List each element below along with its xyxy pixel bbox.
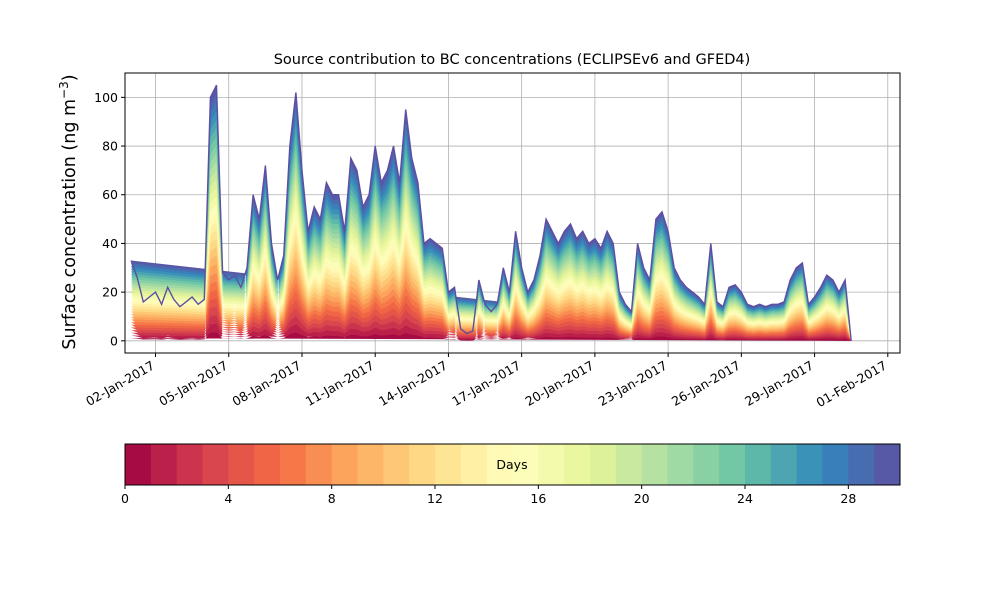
colorbar-tick-label-1: 4 — [224, 491, 232, 506]
colorbar-bin-11 — [409, 444, 436, 485]
colorbar-bin-5 — [254, 444, 281, 485]
total-outline — [130, 84, 852, 341]
colorbar-bin-20 — [641, 444, 668, 485]
stacked-areas — [131, 85, 852, 341]
colorbar-bin-14 — [486, 444, 513, 485]
colorbar-bin-16 — [538, 444, 565, 485]
colorbar-bin-18 — [590, 444, 617, 485]
colorbar-bin-10 — [383, 444, 410, 485]
colorbar-bin-2 — [176, 444, 203, 485]
colorbar-bin-21 — [667, 444, 694, 485]
y-axis-ticks: 0 20 40 60 80 100 — [94, 90, 125, 348]
colorbar-bin-13 — [460, 444, 488, 485]
y-axis-label-suffix: ) — [60, 74, 80, 81]
area-band-day-0 — [131, 332, 852, 341]
y-tick-label-2: 40 — [102, 236, 118, 251]
y-tick-label-1: 20 — [102, 285, 118, 300]
chart-title: Source contribution to BC concentrations… — [274, 52, 751, 68]
x-tick-label-7: 23-Jan-2017 — [596, 358, 670, 409]
x-tick-label-2: 08-Jan-2017 — [230, 358, 304, 409]
y-axis-label: Surface concentration (ng m−3) — [57, 74, 80, 349]
y-axis-label-text: Surface concentration (ng m — [60, 99, 80, 350]
colorbar-bin-3 — [202, 444, 229, 485]
x-tick-label-1: 05-Jan-2017 — [156, 358, 230, 409]
x-tick-label-0: 02-Jan-2017 — [83, 358, 157, 409]
colorbar-bin-25 — [770, 444, 798, 485]
colorbar-frame — [124, 443, 901, 486]
x-axis-ticks: 02-Jan-2017 05-Jan-2017 08-Jan-2017 11-Jan-… — [83, 353, 889, 410]
colorbar-bin-26 — [796, 444, 823, 485]
y-tick-label-4: 80 — [102, 139, 118, 154]
colorbar-bin-15 — [512, 444, 539, 485]
area-band-day-1 — [131, 323, 852, 341]
colorbar: Days 0 4 8 12 16 20 24 28 — [121, 443, 901, 506]
y-axis-label-exponent: −3 — [57, 81, 71, 99]
colorbar-tick-label-6: 24 — [737, 491, 753, 506]
colorbar-bin-6 — [280, 444, 307, 485]
colorbar-tick-label-4: 16 — [530, 491, 546, 506]
plot-frame — [124, 72, 901, 354]
colorbar-tick-label-0: 0 — [121, 491, 129, 506]
colorbar-bin-0 — [125, 444, 152, 485]
total-line — [130, 84, 852, 341]
colorbar-bin-12 — [435, 444, 462, 485]
x-tick-label-6: 20-Jan-2017 — [522, 358, 596, 409]
x-tick-label-8: 26-Jan-2017 — [669, 358, 743, 409]
colorbar-label: Days — [496, 457, 527, 472]
x-tick-label-5: 17-Jan-2017 — [449, 358, 523, 409]
y-tick-label-0: 0 — [110, 333, 118, 348]
colorbar-bin-4 — [228, 444, 255, 485]
x-tick-label-9: 29-Jan-2017 — [742, 358, 816, 409]
colorbar-bins — [125, 444, 901, 485]
y-tick-label-3: 60 — [102, 187, 118, 202]
colorbar-bin-28 — [848, 444, 875, 485]
colorbar-bin-29 — [874, 444, 901, 485]
colorbar-bin-24 — [745, 444, 772, 485]
colorbar-bin-17 — [564, 444, 591, 485]
colorbar-bin-22 — [693, 444, 720, 485]
x-tick-label-4: 14-Jan-2017 — [376, 358, 450, 409]
y-tick-label-5: 100 — [94, 90, 118, 105]
colorbar-bin-1 — [150, 444, 178, 485]
colorbar-ticks: 0 4 8 12 16 20 24 28 — [121, 485, 856, 506]
colorbar-tick-label-3: 12 — [427, 491, 443, 506]
x-tick-label-10: 01-Feb-2017 — [813, 358, 889, 410]
colorbar-tick-label-7: 28 — [840, 491, 856, 506]
colorbar-tick-label-2: 8 — [328, 491, 336, 506]
colorbar-bin-9 — [357, 444, 384, 485]
colorbar-bin-27 — [822, 444, 849, 485]
colorbar-bin-7 — [305, 444, 333, 485]
colorbar-bin-19 — [615, 444, 643, 485]
colorbar-bin-8 — [331, 444, 358, 485]
x-tick-label-3: 11-Jan-2017 — [303, 358, 377, 409]
colorbar-tick-label-5: 20 — [634, 491, 650, 506]
colorbar-bin-23 — [719, 444, 746, 485]
